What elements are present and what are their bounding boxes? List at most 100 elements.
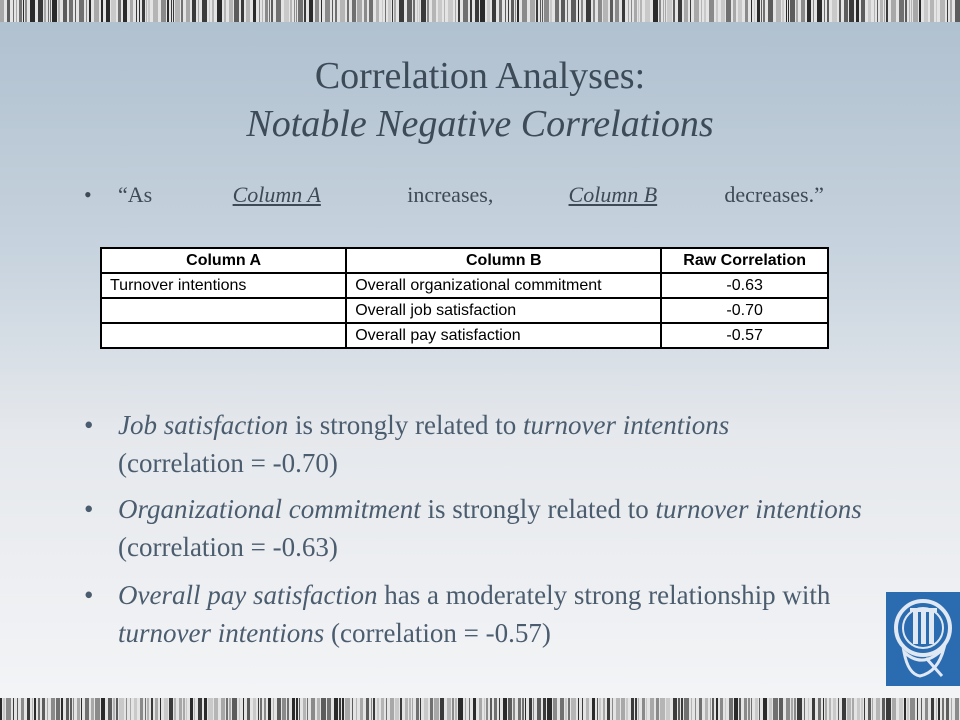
stripe-bar bbox=[146, 0, 147, 22]
stripe-bar bbox=[642, 698, 645, 720]
stripe-bar bbox=[260, 698, 262, 720]
stripe-bar bbox=[791, 698, 793, 720]
stripe-bar bbox=[515, 0, 516, 22]
stripe-bar bbox=[593, 0, 595, 22]
stripe-bar bbox=[886, 0, 888, 22]
stripe-bar bbox=[390, 698, 394, 720]
stripe-bar bbox=[239, 698, 240, 720]
stripe-bar bbox=[874, 0, 875, 22]
stripe-bar bbox=[427, 0, 429, 22]
stripe-bar bbox=[868, 698, 871, 720]
stripe-bar bbox=[921, 698, 922, 720]
stripe-bar bbox=[861, 698, 863, 720]
stripe-bar bbox=[6, 698, 11, 720]
stripe-bar bbox=[364, 0, 367, 22]
stripe-bar bbox=[186, 698, 187, 720]
stripe-bar bbox=[38, 698, 40, 720]
stripe-bar bbox=[217, 0, 222, 22]
stripe-bar bbox=[955, 0, 960, 22]
stripe-bar bbox=[448, 0, 453, 22]
bullet-dot: • bbox=[84, 494, 94, 524]
stripe-bar bbox=[794, 698, 796, 720]
stripe-bar bbox=[782, 0, 784, 22]
stripe-bar bbox=[334, 698, 338, 720]
stripe-bar bbox=[101, 698, 105, 720]
stripe-bar bbox=[571, 698, 576, 720]
stripe-bar bbox=[287, 698, 289, 720]
stripe-bar bbox=[907, 698, 909, 720]
intro-mid: increases, bbox=[407, 182, 494, 207]
stripe-bar bbox=[480, 0, 485, 22]
stripe-bar bbox=[198, 698, 202, 720]
stripe-bar bbox=[804, 698, 805, 720]
stripe-bar bbox=[48, 0, 49, 22]
stripe-bar bbox=[85, 698, 89, 720]
stripe-bar bbox=[748, 698, 750, 720]
stripe-bar bbox=[95, 698, 100, 720]
stripe-bar bbox=[628, 0, 629, 22]
stripe-bar bbox=[690, 0, 691, 22]
cell-column-a bbox=[99, 297, 348, 324]
stripe-bar bbox=[511, 0, 514, 22]
stripe-bar bbox=[470, 0, 472, 22]
stripe-bar bbox=[856, 0, 859, 22]
stripe-bar bbox=[296, 0, 297, 22]
stripe-bar bbox=[271, 0, 273, 22]
stripe-bar bbox=[508, 0, 509, 22]
stripe-bar bbox=[469, 698, 470, 720]
stripe-bar bbox=[465, 698, 466, 720]
stripe-bar bbox=[229, 698, 231, 720]
stripe-bar bbox=[917, 698, 918, 720]
stripe-bar bbox=[229, 0, 233, 22]
intro-close: decreases.” bbox=[724, 182, 824, 207]
stripe-bar bbox=[663, 0, 664, 22]
stripe-bar bbox=[282, 698, 286, 720]
stripe-bar bbox=[253, 0, 256, 22]
stripe-bar bbox=[503, 698, 507, 720]
stripe-bar bbox=[905, 0, 907, 22]
stripe-bar bbox=[75, 0, 76, 22]
stripe-bar bbox=[69, 0, 73, 22]
stripe-bar bbox=[499, 0, 502, 22]
stripe-bar bbox=[940, 0, 945, 22]
stripe-bar bbox=[942, 698, 944, 720]
stripe-bar bbox=[147, 698, 149, 720]
stripe-bar bbox=[754, 0, 755, 22]
stripe-bar bbox=[911, 0, 912, 22]
stripe-bar bbox=[899, 0, 904, 22]
table-row: Turnover intentions Overall organization… bbox=[99, 272, 829, 299]
stripe-bar bbox=[357, 0, 362, 22]
stripe-bar bbox=[327, 698, 331, 720]
stripe-bar bbox=[522, 0, 527, 22]
stripe-bar bbox=[47, 698, 48, 720]
stripe-bar bbox=[759, 698, 760, 720]
stripe-bar bbox=[729, 698, 733, 720]
stripe-bar bbox=[631, 0, 632, 22]
stripe-bar bbox=[140, 698, 143, 720]
stripe-bar bbox=[409, 698, 411, 720]
stripe-bar bbox=[829, 698, 831, 720]
stripe-bar bbox=[118, 0, 121, 22]
stripe-bar bbox=[430, 698, 433, 720]
stripe-bar bbox=[16, 0, 17, 22]
stripe-bar bbox=[0, 698, 2, 720]
stripe-bar bbox=[243, 698, 244, 720]
stripe-bar bbox=[880, 0, 883, 22]
stripe-bar bbox=[186, 0, 190, 22]
finding-em: Organizational commitment bbox=[118, 494, 421, 524]
stripe-bar bbox=[134, 698, 137, 720]
stripe-bar bbox=[681, 698, 683, 720]
stripe-bar bbox=[823, 698, 824, 720]
stripe-bar bbox=[202, 0, 207, 22]
stripe-bar bbox=[763, 698, 767, 720]
stripe-bar bbox=[7, 0, 10, 22]
stripe-bar bbox=[734, 698, 738, 720]
stripe-bar bbox=[886, 698, 891, 720]
stripe-bar bbox=[167, 0, 169, 22]
stripe-bar bbox=[247, 698, 250, 720]
stripe-bar bbox=[705, 698, 708, 720]
stripe-bar bbox=[171, 0, 172, 22]
stripe-bar bbox=[486, 698, 488, 720]
stripe-bar bbox=[307, 698, 308, 720]
stripe-bar bbox=[621, 698, 625, 720]
